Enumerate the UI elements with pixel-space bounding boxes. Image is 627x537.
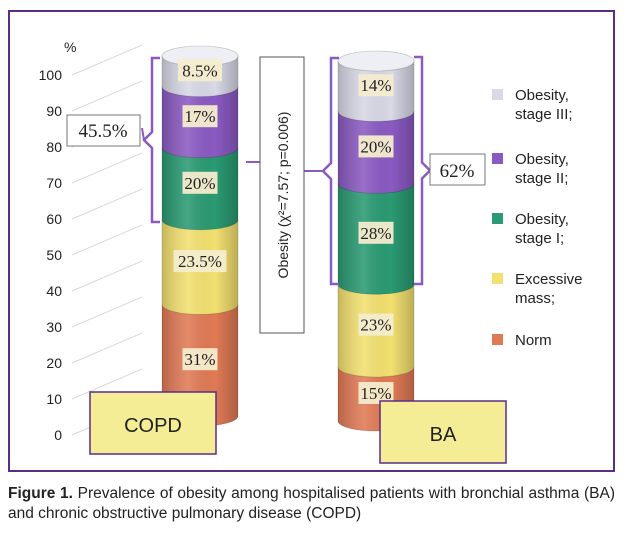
- legend-swatch: [492, 153, 503, 164]
- y-tick-label: 10: [46, 391, 62, 407]
- legend-entry: stage III;: [515, 106, 573, 123]
- depth-line: [71, 44, 143, 76]
- bar-top-cap: [337, 50, 415, 72]
- bar-value-box: [358, 135, 394, 158]
- legend-entry: stage II;: [515, 170, 568, 187]
- y-tick-label: 0: [54, 427, 62, 443]
- legend-entry: Obesity,: [515, 151, 569, 168]
- depth-line: [71, 80, 143, 112]
- bar-value-box: [178, 59, 222, 82]
- bar-value-label: 31%: [184, 350, 215, 369]
- bracket-total-box: [66, 114, 141, 147]
- bar-value-box: [182, 171, 218, 194]
- y-tick-label: 90: [46, 103, 62, 119]
- bracket-leader: [141, 127, 145, 141]
- depth-line: [71, 296, 143, 328]
- legend-entry: stage I;: [515, 230, 564, 247]
- depth-lines: [71, 44, 143, 436]
- legend-entry: Norm: [515, 332, 552, 349]
- depth-line: [71, 332, 143, 364]
- depth-line: [71, 368, 143, 400]
- caption-text: Prevalence of obesity among hospitalised…: [8, 485, 615, 522]
- y-tick-label: 100: [39, 67, 63, 83]
- depth-line: [71, 152, 143, 184]
- bars: 31% 23.5% 20% 17% 8.5% COPD 15% 23% 28% 20% 14% BA: [89, 45, 507, 464]
- y-tick-label: 30: [46, 319, 62, 335]
- y-tick-label: 80: [46, 139, 62, 155]
- bar-value-box: [358, 313, 394, 336]
- stacked-bar-chart: % 0 10 20 30 40 50 60 70 80 90 100 31% 23.5% 20% 17% 8…: [39, 39, 583, 464]
- bar-value-box: [182, 348, 218, 371]
- figure-frame: % 0 10 20 30 40 50 60 70 80 90 100 31% 23.5% 20% 17% 8…: [8, 10, 615, 472]
- caption-label: Figure 1.: [8, 485, 73, 502]
- y-tick-label: 50: [46, 247, 62, 263]
- y-tick-label: 20: [46, 355, 62, 371]
- legend: Obesity, stage III; Obesity, stage II; Obesi…: [492, 87, 583, 349]
- depth-line: [71, 188, 143, 220]
- bar-value-label: 14%: [360, 76, 391, 95]
- bracket-total-label: 62%: [440, 161, 475, 182]
- legend-swatch: [492, 334, 503, 345]
- y-axis-ticks: 0 10 20 30 40 50 60 70 80 90 100: [39, 67, 63, 443]
- category-label: BA: [430, 424, 457, 446]
- category-box: [379, 400, 507, 464]
- bracket: [414, 55, 432, 286]
- legend-entry: Obesity,: [515, 87, 569, 104]
- bar-value-label: 28%: [360, 224, 391, 243]
- bar-value-label: 15%: [360, 384, 391, 403]
- obesity-braces: 45.5% 62%: [66, 55, 486, 286]
- bar-value-box: [173, 250, 227, 273]
- bar-value-label: 17%: [184, 107, 215, 126]
- figure-caption: Figure 1. Prevalence of obesity among ho…: [8, 484, 615, 524]
- depth-line: [71, 224, 143, 256]
- y-tick-label: 70: [46, 175, 62, 191]
- legend-entry: Excessive: [515, 271, 583, 288]
- bracket: [142, 56, 160, 224]
- bracket-total-box: [429, 153, 486, 186]
- bracket-total-label: 45.5%: [78, 121, 127, 142]
- obesity-annotation-text: Obesity (χ²=7.57; p=0.006): [275, 112, 291, 279]
- bar-value-box: [358, 382, 394, 404]
- bar-value-box: [182, 105, 218, 128]
- bar-value-label: 20%: [360, 137, 391, 156]
- depth-line: [71, 260, 143, 292]
- bar-value-label: 23%: [360, 316, 391, 335]
- bar-value-box: [358, 221, 394, 244]
- y-tick-label: 40: [46, 283, 62, 299]
- category-box: [89, 391, 217, 455]
- category-label: COPD: [124, 415, 182, 437]
- legend-swatch: [492, 273, 503, 284]
- legend-entry: mass;: [515, 290, 555, 307]
- bar-value-box: [358, 74, 394, 97]
- y-tick-label: 60: [46, 211, 62, 227]
- bar-value-label: 20%: [184, 174, 215, 193]
- bar-value-label: 8.5%: [182, 61, 217, 80]
- legend-swatch: [492, 213, 503, 224]
- bar-value-label: 23.5%: [178, 252, 222, 271]
- obesity-annotation: Obesity (χ²=7.57; p=0.006): [259, 56, 305, 334]
- legend-swatch: [492, 89, 503, 100]
- legend-entry: Obesity,: [515, 211, 569, 228]
- y-axis-unit: %: [64, 39, 76, 55]
- bracket: [321, 56, 339, 286]
